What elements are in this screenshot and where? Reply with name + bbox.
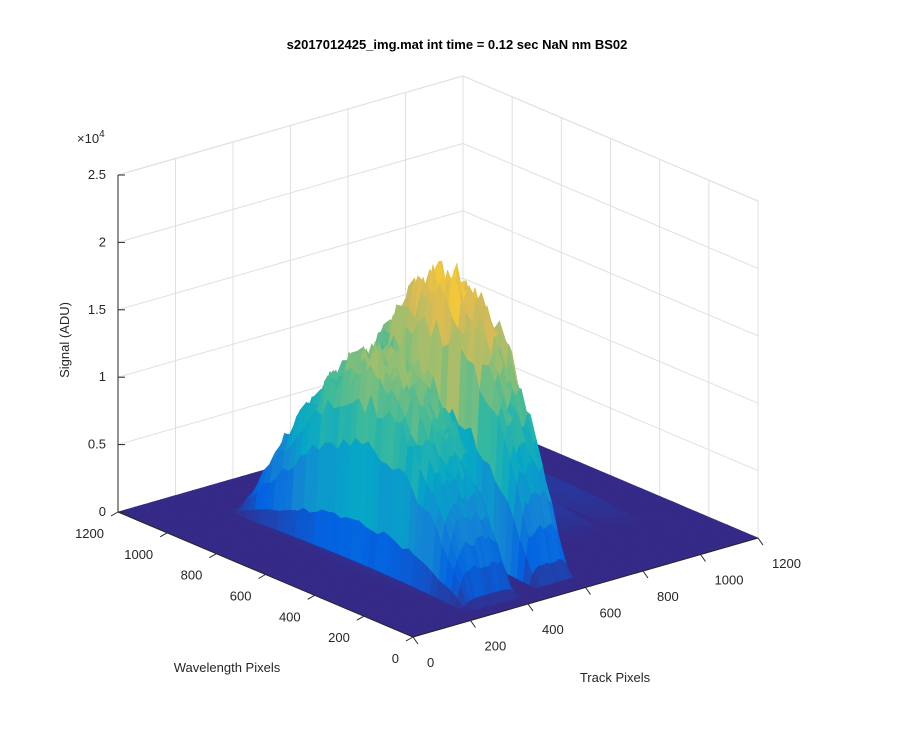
- z-gridline: [117, 75, 759, 202]
- z-gridline: [117, 142, 759, 269]
- z-gridline: [117, 210, 759, 337]
- z-gridline: [117, 277, 759, 404]
- surface-mesh: [117, 260, 759, 638]
